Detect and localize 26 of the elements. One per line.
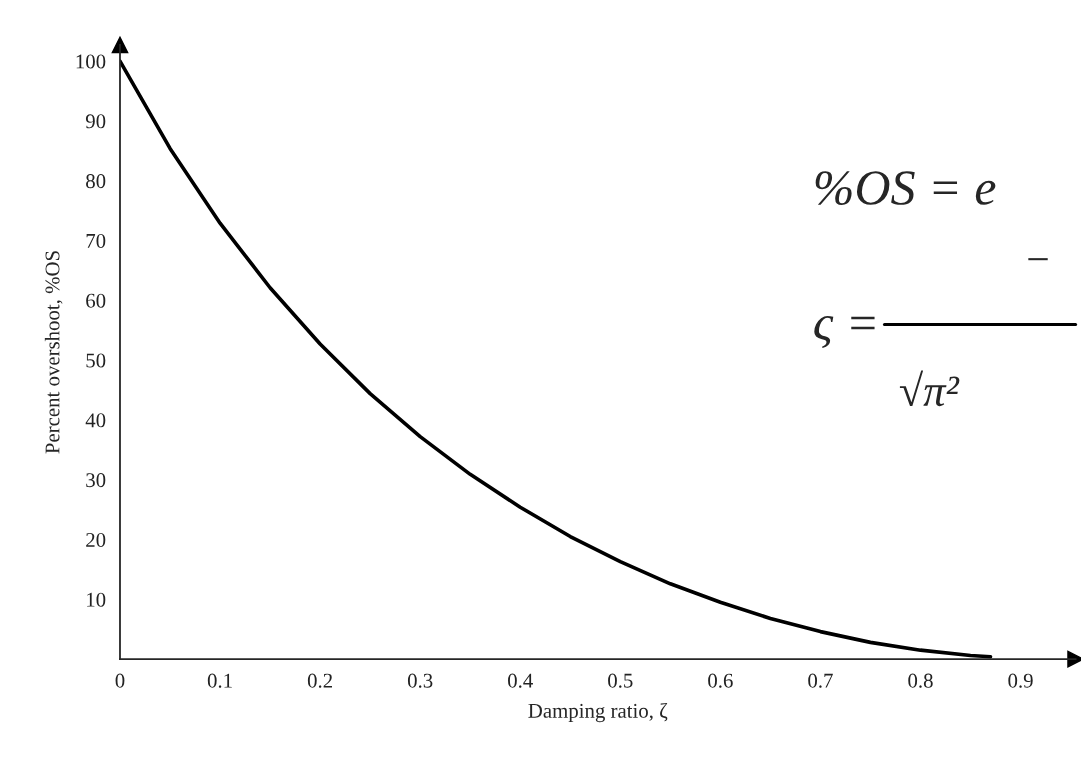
y-tick-label: 90 [85, 114, 106, 129]
x-tick-label: 0.2 [307, 673, 332, 688]
y-tick-label: 20 [86, 532, 106, 547]
x-tick-label: 0.8 [908, 673, 933, 688]
x-tick-label: 0.7 [808, 673, 833, 688]
annotation: √π² [899, 370, 960, 407]
annotation: ς = [814, 315, 875, 349]
x-tick-label: 0.4 [508, 673, 533, 688]
y-axis-title: Percent overshoot, %OS [44, 251, 63, 454]
y-tick-label: 60 [86, 293, 106, 308]
x-axis-title: Damping ratio, ζ [528, 703, 668, 723]
x-tick-label: 0.9 [1008, 673, 1033, 688]
y-tick-label: 100 [76, 54, 106, 69]
y-tick-label: 70 [86, 233, 106, 248]
x-tick-label: 0.1 [207, 673, 232, 688]
y-tick-label: 10 [87, 592, 106, 607]
x-tick-label: 0.6 [708, 673, 733, 688]
y-tick-label: 30 [86, 473, 106, 488]
y-tick-label: 50 [86, 353, 106, 368]
y-tick-label: 40 [85, 413, 106, 428]
x-tick-label: 0 [115, 673, 125, 688]
annotation: %OS = e [815, 171, 996, 206]
x-tick-label: 0.3 [407, 673, 433, 688]
annotation: − [1028, 258, 1048, 261]
x-tick-label: 0.5 [608, 673, 633, 688]
y-tick-label: 80 [86, 174, 106, 189]
